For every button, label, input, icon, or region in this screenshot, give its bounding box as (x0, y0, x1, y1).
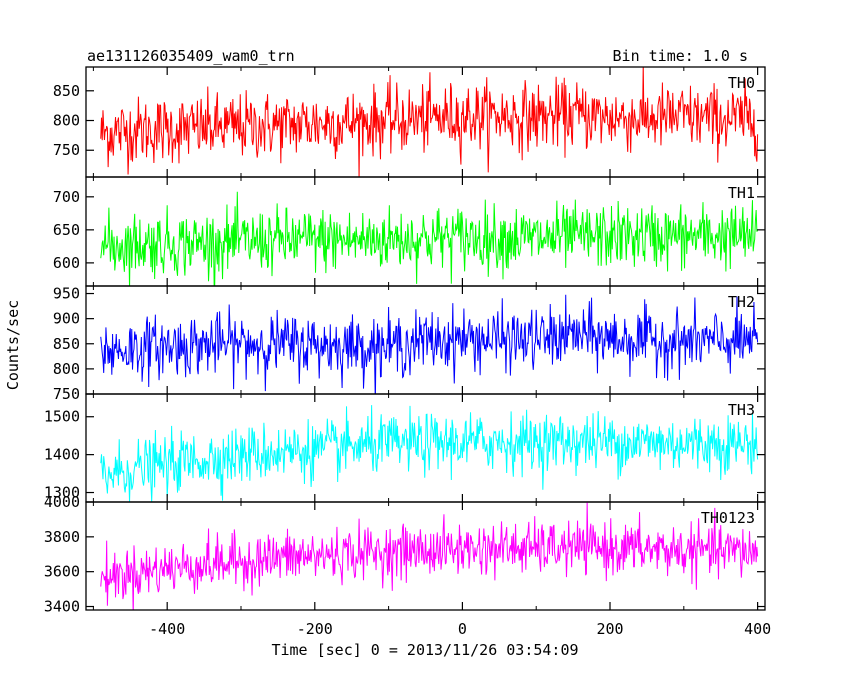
series-line-th1 (100, 191, 759, 286)
y-tick-label: 800 (53, 112, 80, 130)
panel-th2: 750 800 850 900 950 TH2 (53, 285, 766, 403)
panel-frame (85, 501, 766, 611)
panel-th1: 600 650 700 TH1 (53, 176, 766, 287)
bin-time-label: Bin time: 1.0 s (613, 47, 748, 65)
series-label-th3: TH3 (728, 401, 755, 419)
y-tick-label: 650 (53, 221, 80, 239)
panel-th3: 1300 1400 1500 TH3 (44, 393, 766, 503)
y-tick-label: 600 (53, 254, 80, 272)
x-axis-label: Time [sec] 0 = 2013/11/26 03:54:09 (271, 641, 578, 659)
panels-group: 750 800 850 TH0 600 650 700 TH1 750 800 850 900 950 T… (44, 66, 766, 616)
panel-th0: 750 800 850 TH0 (53, 66, 766, 178)
y-tick-label: 1500 (44, 408, 80, 426)
panel-frame (85, 285, 766, 395)
panel-th0123: 3400 3600 3800 4000 TH0123 (44, 493, 766, 616)
x-tick-label: -400 (149, 620, 185, 638)
y-tick-label: 800 (53, 360, 80, 378)
y-tick-label: 850 (53, 335, 80, 353)
y-tick-label: 900 (53, 310, 80, 328)
x-tick-label: 0 (458, 620, 467, 638)
series-line-th0 (100, 67, 759, 177)
y-tick-label: 1400 (44, 446, 80, 464)
y-tick-label: 4000 (44, 493, 80, 511)
x-tick-label: 400 (744, 620, 771, 638)
series-line-th2 (100, 294, 759, 394)
series-label-th2: TH2 (728, 293, 755, 311)
y-tick-label: 3800 (44, 528, 80, 546)
series-line-th0123 (100, 502, 759, 610)
y-tick-label: 1300 (44, 484, 80, 502)
x-axis: -400 -200 0 200 400 (149, 620, 771, 638)
y-tick-label: 700 (53, 188, 80, 206)
y-tick-label: 850 (53, 82, 80, 100)
chart-title: ae131126035409_wam0_trn (87, 47, 295, 65)
y-tick-label: 3400 (44, 598, 80, 616)
series-label-th0: TH0 (728, 74, 755, 92)
y-tick-label: 950 (53, 285, 80, 303)
y-axis-label: Counts/sec (4, 300, 22, 390)
series-label-th0123: TH0123 (701, 509, 755, 527)
y-tick-label: 3600 (44, 563, 80, 581)
series-line-th3 (100, 405, 759, 502)
panel-frame (85, 176, 766, 287)
y-tick-label: 750 (53, 141, 80, 159)
x-tick-label: -200 (297, 620, 333, 638)
y-tick-label: 750 (53, 385, 80, 403)
series-label-th1: TH1 (728, 184, 755, 202)
x-tick-label: 200 (596, 620, 623, 638)
